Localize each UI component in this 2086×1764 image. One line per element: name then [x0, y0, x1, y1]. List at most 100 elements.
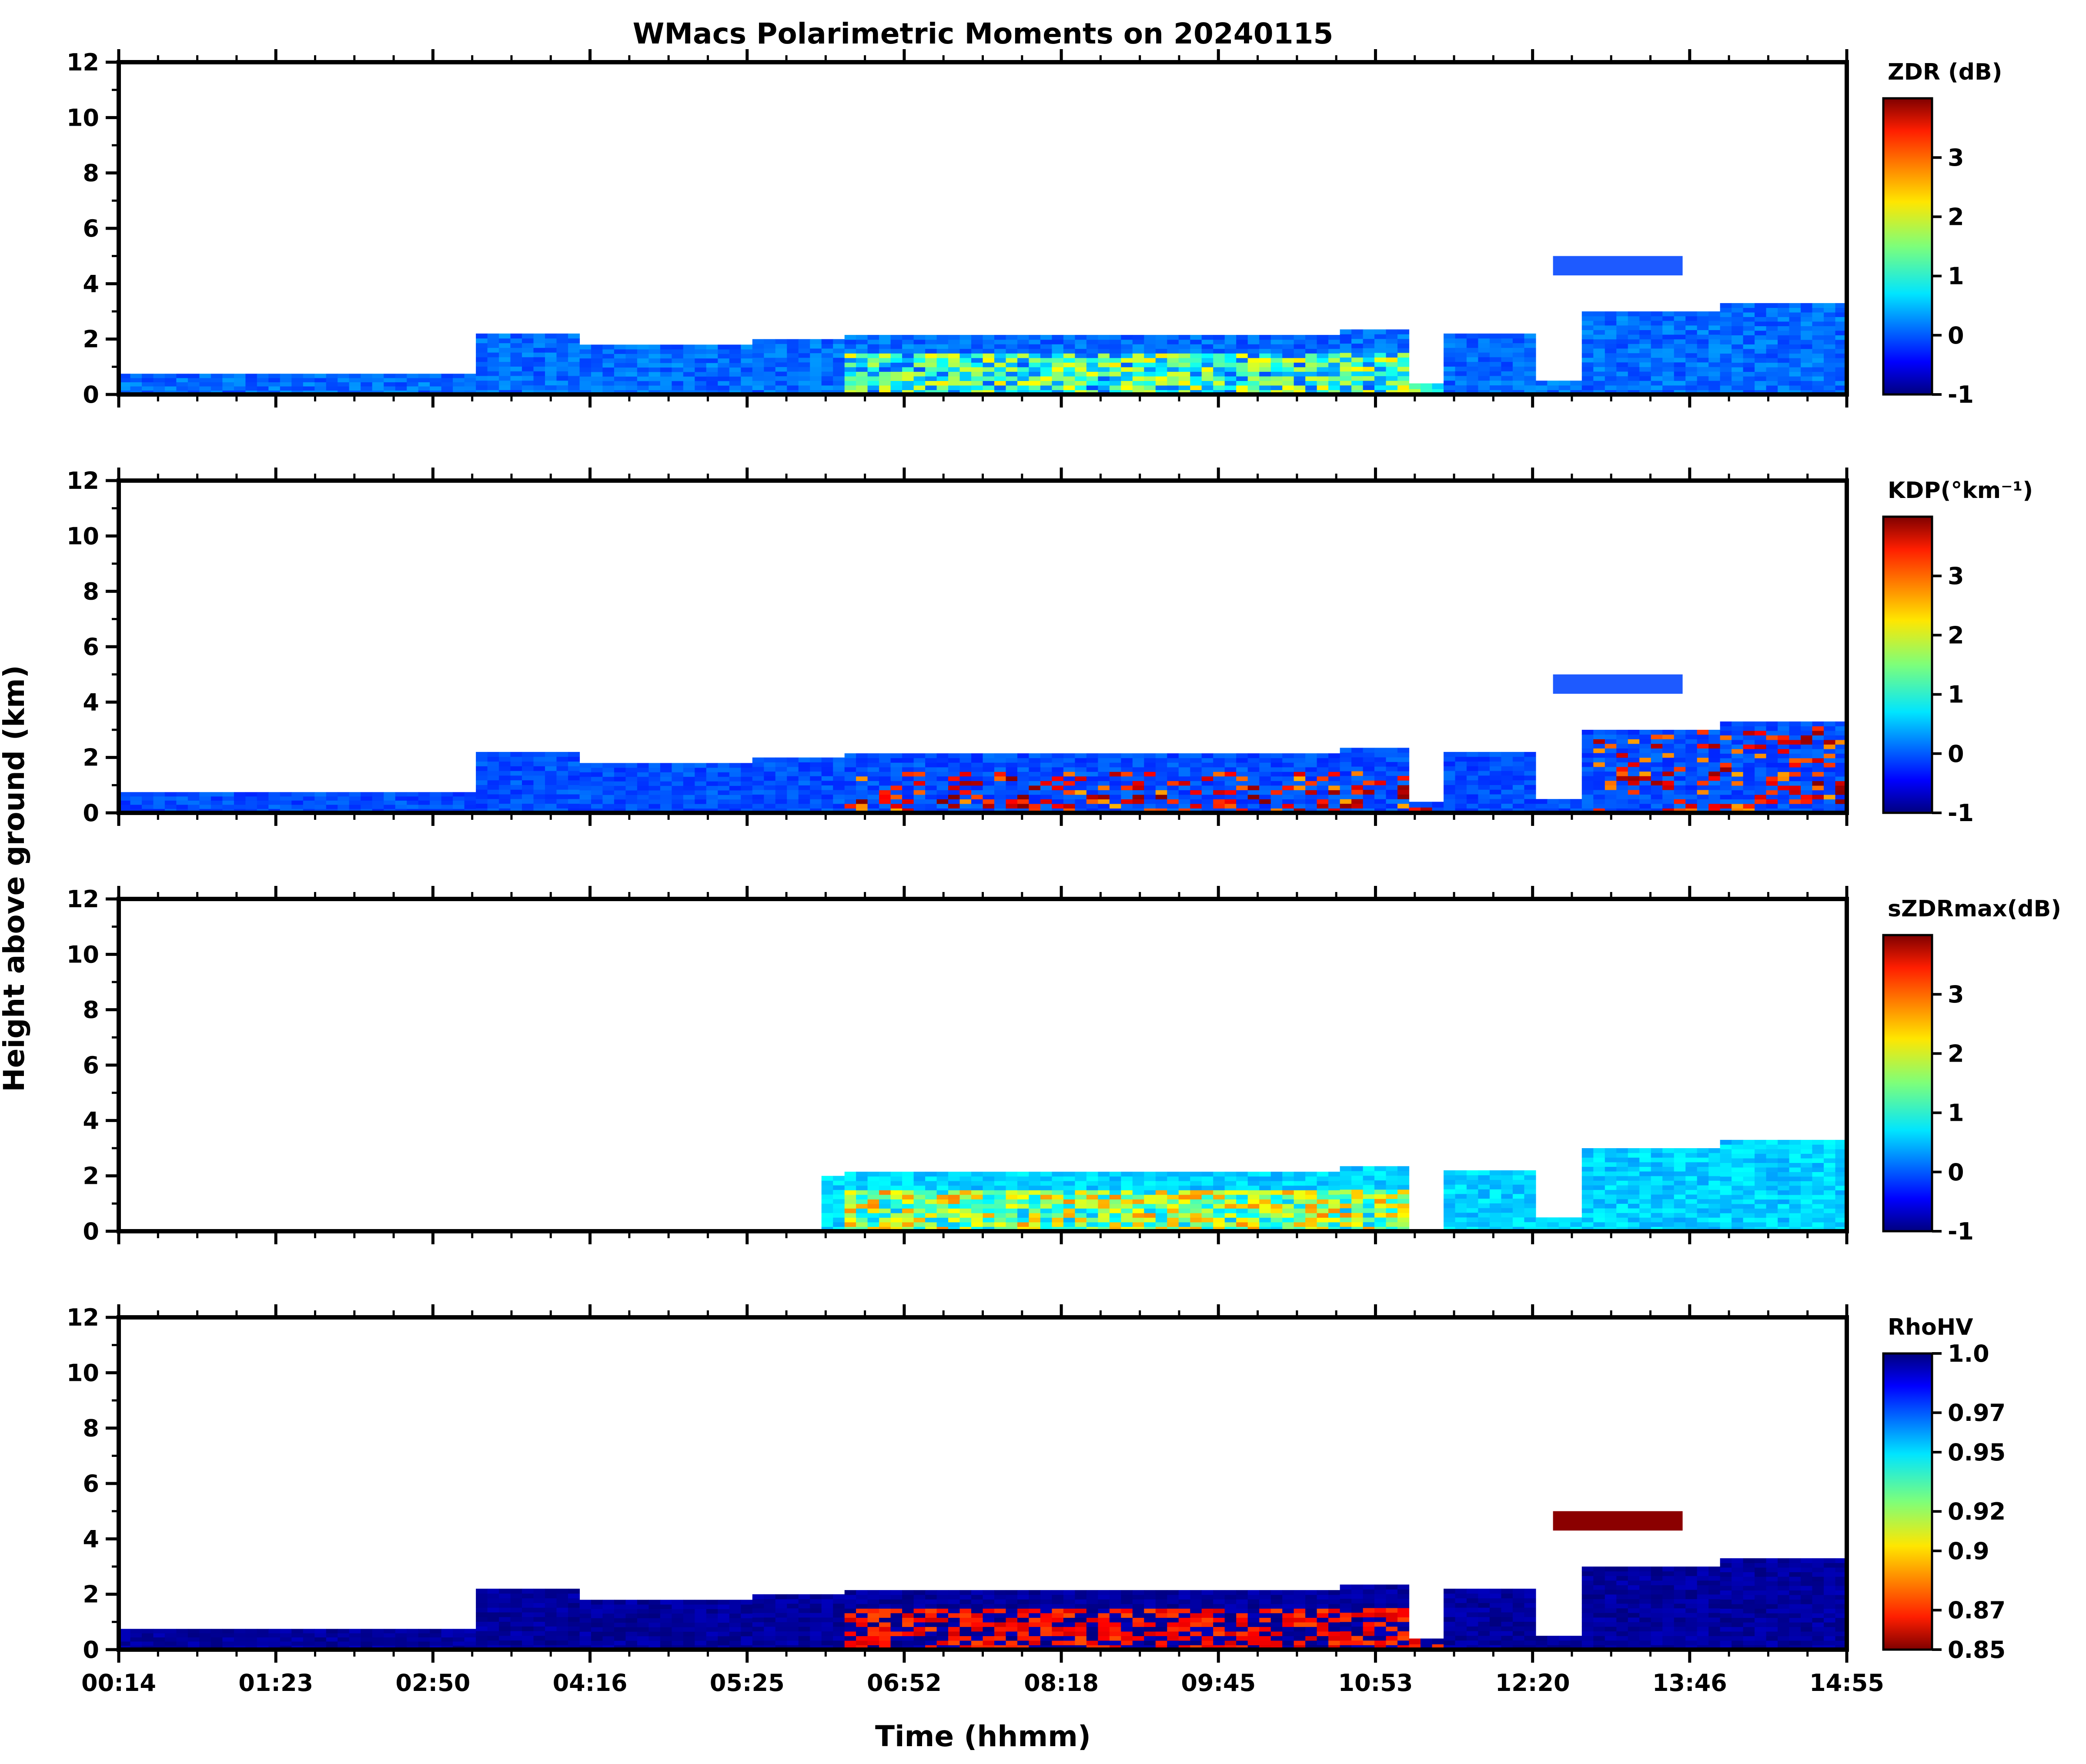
echo-cell: [1732, 353, 1744, 358]
echo-cell: [510, 798, 522, 804]
echo-cell: [867, 1213, 879, 1218]
echo-cell: [959, 376, 972, 381]
echo-cell: [1017, 1213, 1030, 1218]
echo-cell: [1651, 803, 1663, 808]
echo-cell: [1547, 1217, 1559, 1223]
echo-cell: [1386, 1222, 1398, 1227]
echo-cell: [1605, 334, 1617, 340]
echo-cell: [349, 796, 361, 801]
echo-cell: [1006, 371, 1018, 377]
echo-cell: [741, 804, 753, 809]
echo-cell: [844, 385, 856, 390]
echo-cell: [649, 763, 661, 768]
echo-cell: [1605, 739, 1617, 744]
echo-cell: [1766, 1204, 1778, 1209]
echo-cell: [1674, 1166, 1686, 1172]
echo-cell: [1040, 772, 1052, 777]
echo-cell: [798, 339, 810, 344]
echo-cell: [1605, 1157, 1617, 1163]
echo-cell: [1801, 367, 1813, 372]
echo-cell: [556, 775, 568, 781]
echo-cell: [879, 362, 891, 368]
echo-cell: [1294, 385, 1306, 390]
echo-cell: [1340, 1194, 1352, 1199]
echo-cell: [1801, 335, 1813, 340]
echo-cell: [1512, 780, 1524, 785]
echo-cell: [1674, 339, 1686, 344]
echo-cell: [925, 371, 937, 377]
echo-cell: [199, 386, 211, 391]
echo-cell: [936, 1176, 949, 1181]
echo-cell: [1040, 353, 1052, 358]
echo-cell: [844, 376, 856, 381]
echo-cell: [764, 339, 776, 344]
echo-cell: [913, 381, 926, 386]
echo-cell: [1040, 339, 1052, 344]
echo-cell: [983, 1190, 995, 1195]
echo-cell: [1547, 799, 1559, 804]
echo-cell: [1155, 385, 1167, 390]
echo-cell: [902, 385, 914, 390]
echo-cell: [741, 363, 753, 368]
echo-cell: [1063, 1203, 1075, 1209]
echo-cell: [1455, 766, 1467, 771]
echo-cell: [1478, 1203, 1490, 1208]
echo-cell: [1766, 1213, 1778, 1218]
echo-cell: [810, 776, 822, 781]
echo-cell: [1259, 335, 1271, 340]
echo-cell: [1063, 339, 1075, 344]
echo-cell: [1190, 1194, 1202, 1199]
echo-cell: [1444, 761, 1456, 766]
echo-cell: [1155, 1181, 1167, 1186]
echo-cell: [913, 790, 926, 795]
echo-cell: [1478, 789, 1490, 795]
echo-cell: [890, 772, 903, 777]
echo-cell: [1685, 357, 1698, 363]
echo-cell: [1720, 335, 1732, 340]
echo-cell: [1328, 1213, 1341, 1218]
echo-cell: [1616, 376, 1628, 381]
echo-cell: [867, 1172, 879, 1177]
echo-cell: [798, 771, 810, 776]
echo-cell: [510, 352, 522, 357]
echo-cell: [1674, 357, 1686, 363]
echo-cell: [1801, 730, 1813, 735]
echo-cell: [1732, 385, 1744, 391]
echo-cell: [1755, 326, 1767, 331]
echo-cell: [1501, 1203, 1513, 1208]
echo-cell: [211, 792, 223, 797]
chart-title: WMacs Polarimetric Moments on 20240115: [633, 17, 1334, 50]
echo-cell: [1524, 1198, 1536, 1203]
echo-cell: [1593, 1213, 1605, 1218]
echo-cell: [1040, 376, 1052, 381]
echo-cell: [1455, 390, 1467, 395]
echo-cell: [1132, 785, 1144, 790]
echo-cell: [1294, 803, 1306, 808]
echo-cell: [1812, 307, 1824, 313]
echo-cell: [487, 766, 499, 771]
echo-cell: [1478, 803, 1490, 808]
echo-cell: [338, 386, 350, 391]
echo-cell: [925, 794, 937, 799]
echo-cell: [798, 766, 810, 772]
echo-cell: [187, 796, 200, 801]
echo-cell: [1444, 347, 1456, 353]
echo-cell: [902, 335, 914, 340]
echo-cell: [1685, 344, 1698, 349]
echo-cell: [1063, 385, 1075, 390]
echo-cell: [1109, 1213, 1121, 1218]
echo-cell: [1789, 721, 1801, 726]
echo-cell: [867, 785, 879, 790]
echo-cell: [1466, 352, 1478, 357]
echo-cell: [1720, 1190, 1732, 1195]
echo-cell: [1328, 1222, 1341, 1227]
echo-cell: [1455, 1217, 1467, 1223]
echo-cell: [1512, 375, 1524, 381]
echo-cell: [1812, 1149, 1824, 1154]
echo-cell: [1444, 752, 1456, 757]
echo-cell: [775, 362, 787, 367]
echo-cell: [1628, 1194, 1640, 1199]
echo-cell: [913, 353, 926, 358]
echo-cell: [948, 357, 960, 363]
colorbar-label: KDP(°km⁻¹): [1888, 478, 2033, 504]
